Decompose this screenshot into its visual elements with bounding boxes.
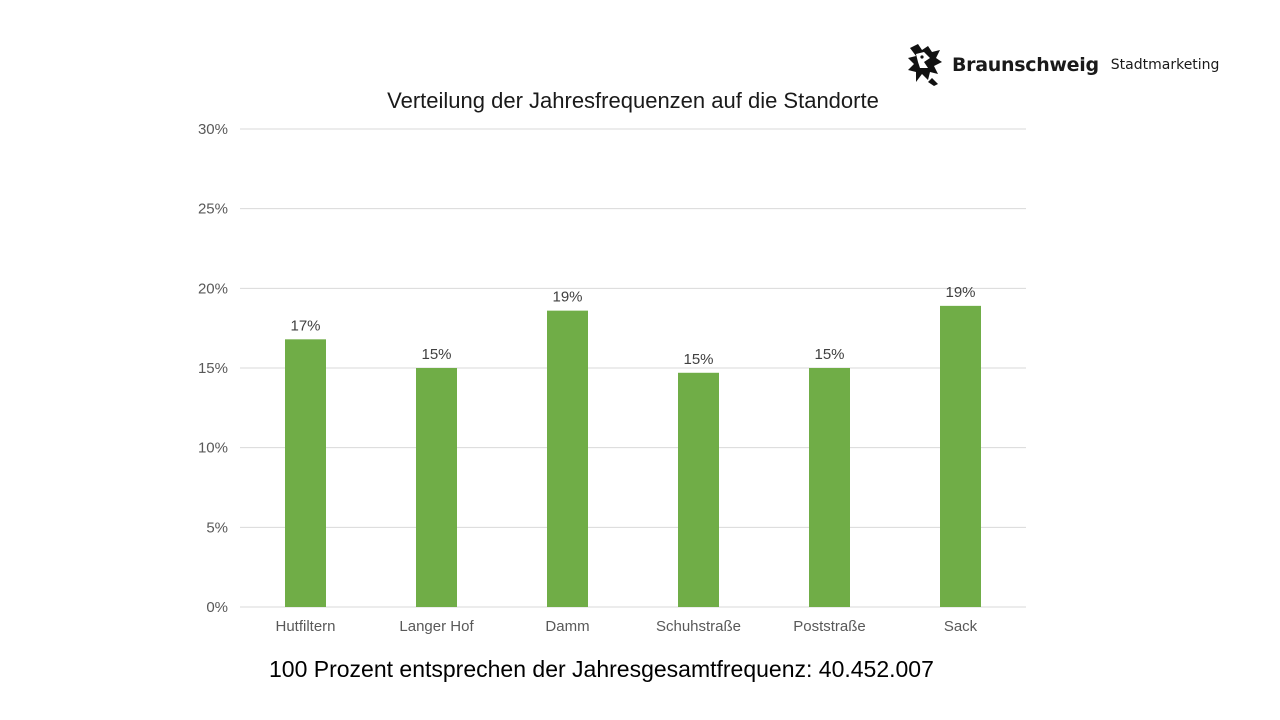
y-tick-label: 20% (198, 280, 228, 297)
y-tick-label: 30% (198, 121, 228, 138)
data-label: 17% (290, 317, 320, 334)
chart-title: Verteilung der Jahresfrequenzen auf die … (387, 88, 879, 113)
data-label: 19% (552, 289, 582, 306)
bar (285, 339, 326, 607)
bar (809, 368, 850, 607)
x-tick-label: Sack (944, 618, 978, 635)
y-tick-label: 5% (206, 519, 228, 536)
logo-subtitle: Stadtmarketing (1110, 57, 1220, 73)
bar (940, 305, 981, 607)
y-tick-label: 15% (198, 360, 228, 377)
x-tick-label: Schuhstraße (656, 618, 741, 635)
data-label: 15% (421, 346, 451, 363)
data-label: 15% (683, 351, 713, 368)
y-tick-label: 10% (198, 440, 228, 457)
x-tick-label: Damm (545, 618, 589, 635)
x-tick-label: Langer Hof (399, 618, 474, 635)
logo-brand: Braunschweig (952, 54, 1099, 76)
x-tick-label: Hutfiltern (275, 618, 335, 635)
data-label: 19% (945, 284, 975, 301)
bar (416, 368, 457, 607)
lion-icon (908, 44, 942, 86)
x-tick-label: Poststraße (793, 618, 866, 635)
footnote: 100 Prozent entsprechen der Jahresgesamt… (269, 656, 934, 682)
bar (678, 372, 719, 607)
y-tick-label: 0% (206, 599, 228, 616)
y-tick-label: 25% (198, 201, 228, 218)
data-label: 15% (814, 346, 844, 363)
logo: Braunschweig Stadtmarketing (906, 42, 1219, 88)
bar (547, 310, 588, 607)
